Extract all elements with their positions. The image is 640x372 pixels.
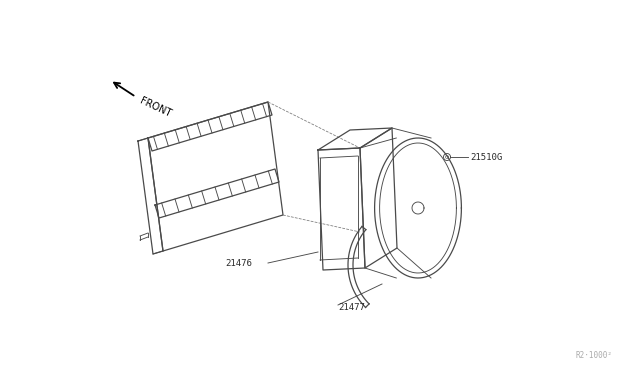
Text: 21477: 21477 [338, 302, 365, 311]
Text: 21510G: 21510G [470, 153, 502, 161]
Text: FRONT: FRONT [138, 96, 172, 119]
Text: R2·1000²: R2·1000² [575, 351, 612, 360]
Text: 21476: 21476 [225, 259, 252, 267]
